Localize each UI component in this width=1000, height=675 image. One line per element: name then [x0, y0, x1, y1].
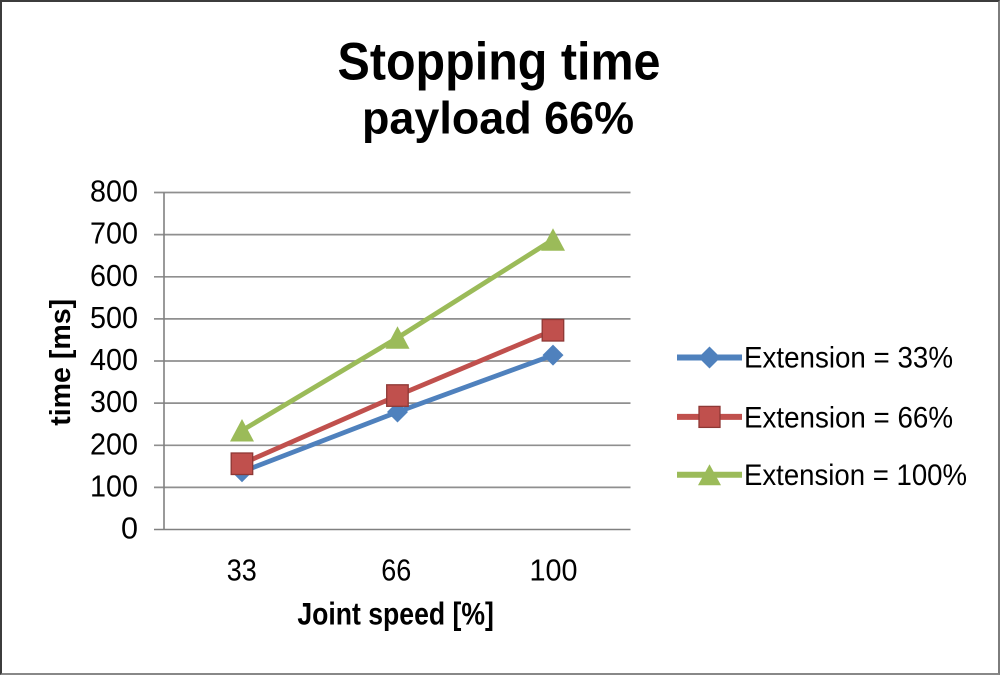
svg-text:Extension = 100%: Extension = 100% — [744, 459, 967, 492]
svg-text:Joint speed [%]: Joint speed [%] — [297, 596, 494, 632]
svg-text:300: 300 — [90, 384, 138, 419]
svg-text:100: 100 — [90, 468, 138, 503]
svg-text:800: 800 — [90, 174, 138, 209]
svg-text:Extension = 66%: Extension = 66% — [744, 401, 953, 434]
svg-text:400: 400 — [90, 342, 138, 377]
svg-text:600: 600 — [90, 258, 138, 293]
svg-text:100: 100 — [530, 553, 578, 588]
svg-text:payload 66%: payload 66% — [362, 93, 634, 144]
svg-text:33: 33 — [227, 553, 257, 588]
svg-text:66: 66 — [381, 553, 411, 588]
svg-text:time [ms]: time [ms] — [45, 299, 77, 426]
svg-text:700: 700 — [90, 216, 138, 251]
svg-text:Stopping time: Stopping time — [338, 33, 661, 92]
svg-text:Extension = 33%: Extension = 33% — [744, 342, 953, 375]
svg-text:200: 200 — [90, 426, 138, 461]
svg-text:0: 0 — [121, 511, 138, 546]
svg-text:500: 500 — [90, 300, 138, 335]
